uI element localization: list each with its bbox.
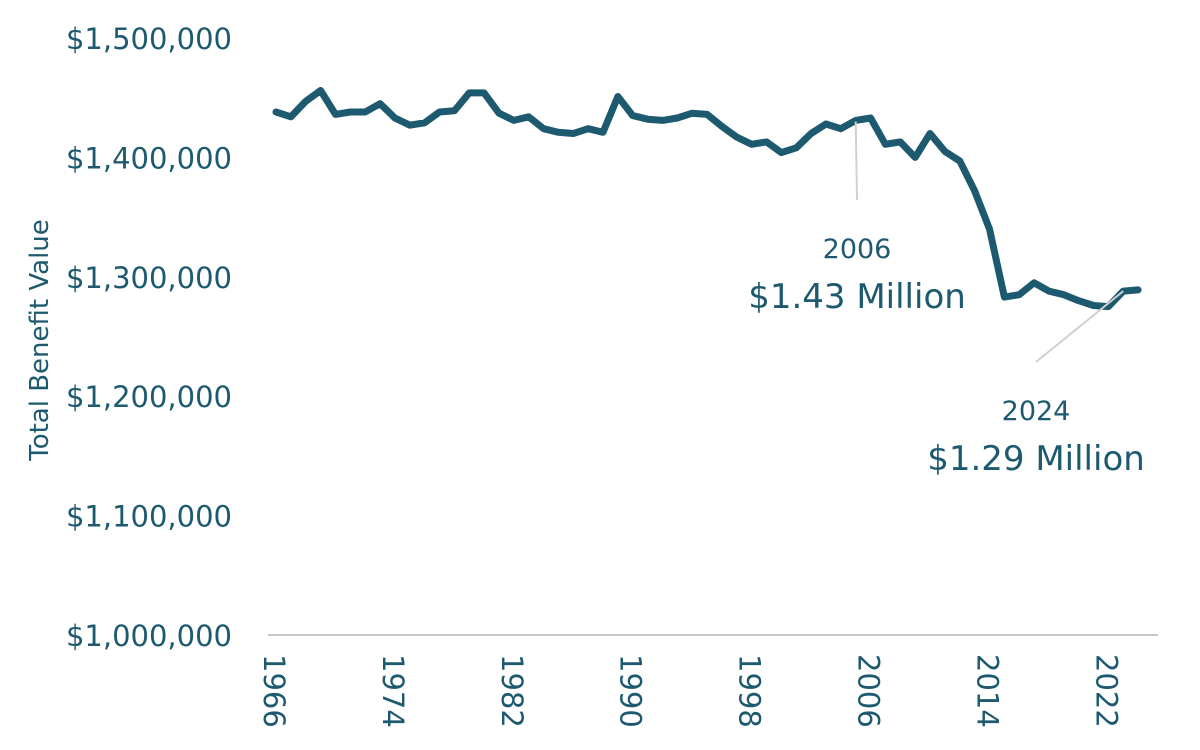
series-layer [272,87,1142,311]
x-tick-label: 2014 [970,654,1004,728]
annotation-leader-line [1035,290,1124,363]
x-axis-ticks: 1966 1974 1982 1990 1998 2006 2014 2022 [257,654,1123,728]
x-tick-label: 1998 [733,654,767,728]
series-line [272,87,1142,311]
annotation-value: $1.43 Million [748,277,966,317]
annotation-year: 2006 [823,234,892,265]
x-tick-label: 1990 [614,654,648,728]
y-tick-label: $1,400,000 [66,141,232,175]
y-tick-label: $1,100,000 [66,500,232,534]
x-tick-label: 1982 [495,654,529,728]
y-tick-label: $1,000,000 [66,619,232,653]
y-axis-title-group: Total Benefit Value [25,219,55,462]
annotation-value: $1.29 Million [927,439,1145,479]
y-axis-title: Total Benefit Value [25,219,55,462]
y-tick-label: $1,500,000 [66,22,232,56]
x-tick-label: 2006 [852,654,886,728]
y-axis-ticks: $1,500,000 $1,400,000 $1,300,000 $1,200,000… [66,22,232,653]
annotation-layer: 2006 $1.43 Million 2024 $1.29 Million [748,121,1145,479]
annotation-leader-line [854,121,858,201]
y-tick-label: $1,300,000 [66,261,232,295]
x-tick-label: 1966 [257,654,291,728]
x-tick-label: 2022 [1089,654,1123,728]
y-tick-label: $1,200,000 [66,380,232,414]
annotation-year: 2024 [1002,396,1071,427]
x-tick-label: 1974 [376,654,410,728]
